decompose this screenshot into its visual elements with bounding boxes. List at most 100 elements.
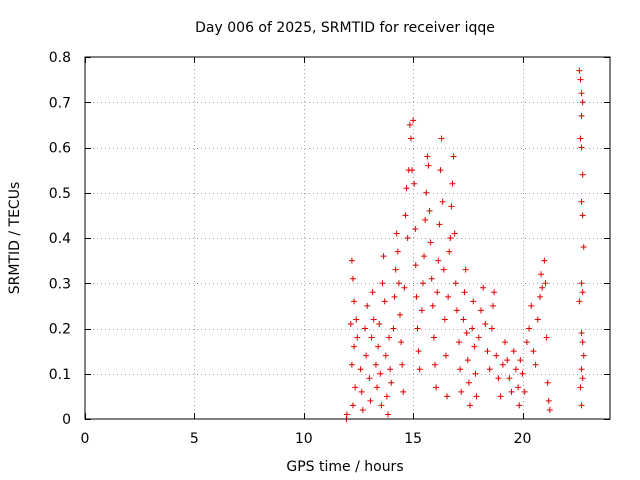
data-point (546, 406, 553, 413)
data-point (436, 221, 443, 228)
data-point (458, 388, 465, 395)
data-point (432, 361, 438, 368)
data-point (411, 180, 418, 187)
data-point (450, 153, 457, 160)
data-point (482, 320, 489, 327)
data-point (453, 307, 460, 314)
data-point (444, 393, 451, 400)
data-point (402, 212, 409, 219)
data-point (391, 293, 398, 300)
data-point (377, 370, 384, 377)
data-point (384, 411, 391, 418)
data-point (364, 302, 371, 309)
data-point (398, 339, 405, 346)
data-point (370, 316, 377, 323)
data-point (578, 90, 585, 97)
data-point (448, 203, 455, 210)
plot-frame (84, 56, 611, 420)
data-point (435, 257, 442, 264)
data-point (442, 352, 449, 359)
data-point (416, 366, 423, 373)
data-point (449, 180, 456, 187)
data-point (491, 289, 498, 296)
data-point (543, 334, 550, 341)
data-point (368, 334, 375, 341)
data-point (576, 298, 583, 305)
data-point (451, 230, 458, 237)
data-point (445, 293, 452, 300)
data-points (343, 67, 587, 422)
data-point (363, 352, 370, 359)
data-point (579, 171, 586, 178)
x-tick-label: 15 (404, 431, 422, 447)
data-point (541, 257, 548, 264)
data-point (399, 361, 406, 368)
data-point (534, 316, 541, 323)
data-point (447, 235, 454, 241)
data-point (382, 352, 389, 359)
y-tick-label: 0.3 (49, 276, 71, 292)
data-point (517, 357, 524, 364)
data-point (401, 284, 408, 291)
data-point (343, 411, 350, 418)
data-point (412, 262, 419, 269)
data-point (437, 167, 444, 174)
data-point (430, 334, 437, 341)
data-point (544, 379, 551, 386)
data-point (403, 185, 410, 192)
data-point (579, 212, 586, 219)
data-point (434, 289, 441, 296)
data-point (486, 366, 493, 373)
data-point (348, 361, 355, 368)
data-point (351, 343, 358, 350)
data-point (578, 402, 585, 409)
data-point (424, 153, 431, 160)
data-point (427, 239, 434, 246)
data-point (456, 339, 463, 346)
data-point (357, 366, 364, 373)
data-point (426, 207, 433, 214)
data-point (415, 348, 422, 355)
data-point (465, 379, 472, 386)
x-tick-label: 0 (81, 431, 90, 447)
data-point (460, 316, 467, 323)
data-point (379, 280, 386, 287)
data-point (410, 117, 417, 124)
x-tick-label: 5 (190, 431, 199, 447)
data-point (349, 402, 356, 409)
data-point (349, 275, 356, 282)
data-point (489, 302, 496, 309)
data-point (414, 325, 421, 332)
data-point (376, 320, 383, 327)
data-point (433, 384, 440, 391)
data-point (516, 402, 523, 409)
data-point (497, 393, 504, 400)
y-tick-label: 0.1 (49, 367, 71, 383)
data-point (421, 253, 428, 260)
data-point (353, 316, 360, 323)
data-point (532, 361, 539, 368)
data-point (519, 370, 526, 377)
data-point (469, 325, 476, 332)
data-point (528, 302, 535, 309)
data-point (446, 248, 453, 255)
data-point (538, 271, 545, 278)
data-point (348, 257, 355, 264)
data-point (354, 334, 361, 341)
data-point (484, 348, 491, 355)
data-point (577, 76, 584, 83)
data-point (380, 253, 387, 260)
data-point (578, 112, 585, 119)
data-point (372, 361, 379, 368)
data-point (439, 198, 446, 205)
data-point (475, 334, 482, 341)
data-point (545, 397, 552, 404)
data-point (388, 379, 395, 386)
data-point (404, 235, 411, 241)
x-axis-label: GPS time / hours (286, 459, 403, 475)
data-point (463, 330, 470, 337)
data-point (378, 402, 385, 409)
data-point (473, 393, 480, 400)
data-point (422, 216, 429, 223)
